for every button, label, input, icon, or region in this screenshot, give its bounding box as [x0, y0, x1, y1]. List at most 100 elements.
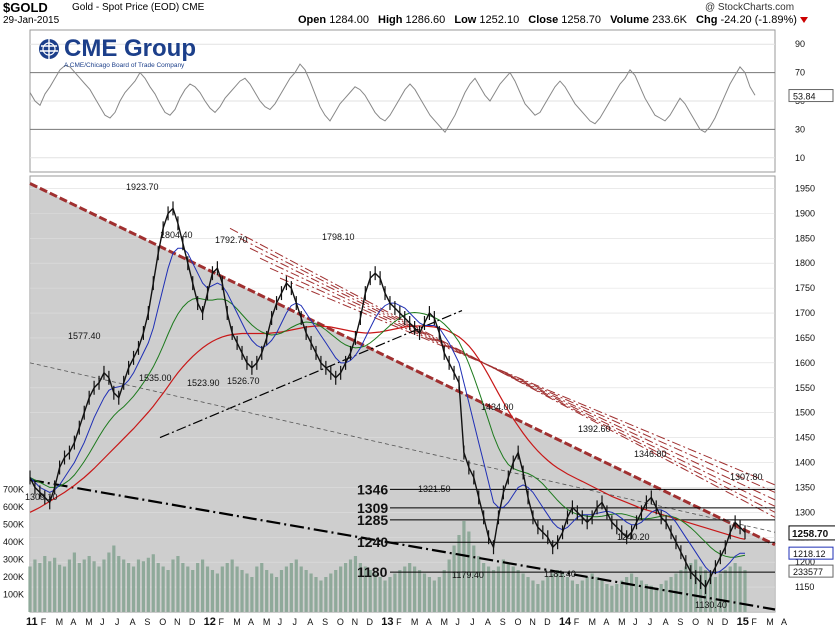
subtitle-label: Gold - Spot Price (EOD) CME	[72, 2, 205, 13]
volume-bar	[743, 570, 747, 612]
volume-bar	[634, 577, 639, 612]
x-tick-label: J	[648, 617, 653, 627]
volume-bar	[284, 566, 289, 612]
volume-tick-label: 600K	[3, 502, 24, 512]
volume-bar	[506, 563, 510, 612]
volume-bar	[625, 577, 629, 612]
volume-bar	[694, 559, 698, 612]
volume-bar	[457, 535, 461, 612]
volume-bar	[82, 559, 86, 612]
chg-label: Chg	[696, 14, 718, 26]
x-tick-label: 14	[559, 616, 572, 628]
volume-bar	[122, 559, 126, 612]
x-tick-label: S	[144, 617, 150, 627]
volume-bar	[151, 554, 155, 612]
volume-bar	[235, 566, 239, 612]
rsi-tick-label: 90	[795, 39, 805, 49]
volume-label: Volume	[610, 14, 650, 26]
price-annotation: 1526.70	[227, 376, 260, 386]
volume-bar	[452, 545, 456, 612]
volume-bar	[250, 577, 254, 612]
volume-tick-label: 400K	[3, 537, 24, 547]
x-tick-label: J	[292, 617, 297, 627]
volume-bar	[324, 577, 328, 612]
x-tick-label: F	[574, 617, 580, 627]
volume-bar	[580, 580, 584, 612]
volume-bar	[136, 559, 141, 612]
x-tick-label: A	[130, 617, 136, 627]
price-tick-label: 1850	[795, 233, 815, 243]
volume-bar	[644, 584, 648, 612]
volume-bar	[270, 573, 274, 612]
x-tick-label: A	[603, 617, 609, 627]
volume-bar	[53, 557, 57, 612]
x-tick-label: S	[500, 617, 506, 627]
volume-bar	[718, 573, 722, 612]
x-tick-label: A	[781, 617, 787, 627]
price-annotation: 1523.90	[187, 378, 220, 388]
volume-bar	[664, 580, 668, 612]
volume-bar	[196, 563, 200, 612]
x-axis: 11 F M A M J J A S O N D 12 F M A M J J A S O N D 13 F M A M J J A S O N D 1…	[26, 616, 787, 628]
volume-bar	[403, 566, 407, 612]
volume-bar	[496, 566, 501, 612]
x-tick-label: O	[692, 617, 699, 627]
volume-bar	[388, 577, 392, 612]
channel-line	[259, 257, 776, 501]
volume-bar	[210, 570, 215, 612]
volume-bar	[255, 566, 259, 612]
x-tick-label: A	[70, 617, 76, 627]
rsi-last-box	[788, 89, 834, 103]
volume-bar	[186, 566, 190, 612]
volume-bar	[191, 570, 195, 612]
volume-bar	[684, 566, 688, 612]
volume-bar	[309, 573, 313, 612]
volume-bar	[181, 563, 185, 612]
volume-tick-label: 500K	[3, 520, 24, 530]
price-tick-label: 1750	[795, 283, 815, 293]
ma100-line	[29, 297, 746, 558]
volume-bar	[200, 559, 205, 612]
x-tick-label: M	[85, 617, 93, 627]
price-line	[29, 207, 746, 589]
channel-fill	[30, 183, 775, 612]
ma-value-box	[788, 546, 834, 560]
price-tick-label: 1300	[795, 507, 815, 517]
x-tick-label: J	[470, 617, 475, 627]
volume-bar	[334, 570, 338, 612]
x-tick-label: M	[263, 617, 271, 627]
x-tick-label: M	[441, 617, 449, 627]
logo-tagline: A CME/Chicago Board of Trade Company	[64, 62, 185, 69]
price-tick-label: 1500	[795, 408, 815, 418]
volume-bar	[595, 577, 599, 612]
volume-bar	[590, 573, 594, 612]
volume-bar	[299, 566, 303, 612]
volume-bar	[649, 585, 653, 612]
volume-bar	[437, 577, 441, 612]
volume-bar	[363, 566, 367, 612]
channel-line	[239, 237, 776, 513]
volume-bar	[472, 545, 476, 612]
price-annotation: 1434.00	[481, 402, 514, 412]
volume-bar	[565, 577, 570, 612]
volume-bar	[556, 570, 560, 612]
price-annotation: 1798.10	[322, 232, 355, 242]
price-tick-label: 1350	[795, 482, 815, 492]
high-label: High	[378, 14, 403, 26]
volume-bar	[57, 564, 62, 612]
x-tick-label: D	[544, 617, 551, 627]
level-label: 1346	[357, 481, 388, 497]
volume-bar	[176, 556, 180, 612]
channel-line	[249, 247, 776, 507]
x-tick-label: O	[337, 617, 344, 627]
volume-bar	[329, 573, 333, 612]
volume-bar	[541, 580, 545, 612]
price-tick-label: 1600	[795, 358, 815, 368]
rsi-tick-label: 30	[795, 124, 805, 134]
price-annotation: 1792.70	[215, 235, 248, 245]
volume-bar	[654, 587, 658, 612]
volume-bar	[585, 577, 589, 612]
price-annotation: 1307.80	[730, 472, 763, 482]
x-tick-label: 13	[381, 616, 393, 628]
